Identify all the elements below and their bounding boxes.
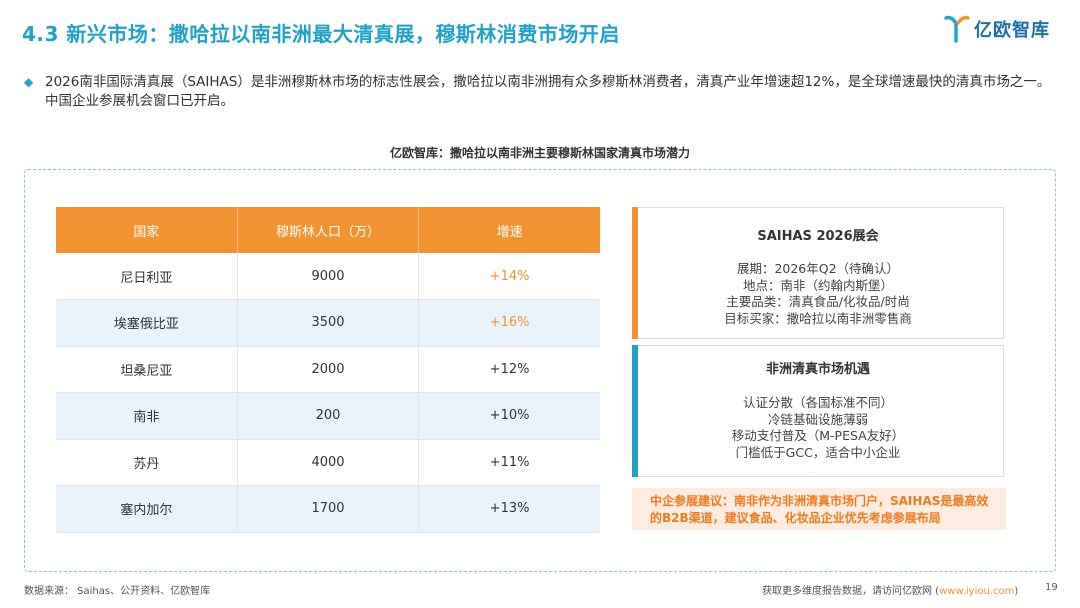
intro-paragraph: ◆ 2026南非国际清真展（SAIHAS）是非洲穆斯林市场的标志性展会，撒哈拉以…	[24, 73, 1054, 111]
footer-note: 获取更多维度报告数据，请访问亿欧网 (www.iyiou.com)	[762, 582, 1018, 597]
diamond-bullet-icon: ◆	[24, 75, 34, 89]
page-title: 4.3 新兴市场：撒哈拉以南非洲最大清真展，穆斯林消费市场开启	[22, 22, 620, 46]
opportunity-line: 移动支付普及（M-PESA友好）	[731, 428, 905, 443]
opportunity-card-accent-bar	[632, 345, 638, 477]
table-row: 南非 200 +10%	[56, 392, 600, 440]
expo-card: SAIHAS 2026展会 展期：2026年Q2（待确认） 地点：南非（约翰内斯…	[632, 207, 1004, 339]
cell-country: 南非	[56, 392, 238, 440]
logo-text: 亿欧智库	[974, 20, 1050, 41]
advice-box: 中企参展建议：南非作为非洲清真市场门户，SAIHAS是最高效的B2B渠道，建议食…	[632, 488, 1006, 530]
market-table: 国家 穆斯林人口（万） 增速 尼日利亚 9000 +14% 埃塞俄比亚 3500…	[56, 207, 600, 533]
cell-country: 坦桑尼亚	[56, 346, 238, 393]
expo-card-lines: 展期：2026年Q2（待确认） 地点：南非（约翰内斯堡） 主要品类：清真食品/化…	[633, 261, 1003, 327]
opportunity-card-title: 非洲清真市场机遇	[765, 362, 870, 377]
footer-note-text: 获取更多维度报告数据，请访问亿欧网 (	[762, 586, 940, 597]
logo: 亿欧智库	[944, 14, 1050, 44]
expo-line: 目标买家：撒哈拉以南非洲零售商	[724, 310, 912, 326]
cell-growth: +12%	[418, 346, 600, 393]
data-source: 数据来源： Saihas、公开资料、亿欧智库	[24, 586, 211, 597]
cell-country: 塞内加尔	[56, 485, 238, 533]
cell-population: 1700	[237, 485, 420, 533]
cell-growth: +11%	[418, 439, 600, 486]
expo-card-accent-bar	[632, 207, 638, 339]
table-row: 苏丹 4000 +11%	[56, 439, 600, 486]
header-growth: 增速	[418, 207, 600, 253]
opportunity-card: 非洲清真市场机遇 认证分散（各国标准不同） 冷链基础设施薄弱 移动支付普及（M-…	[632, 345, 1004, 477]
expo-line: 展期：2026年Q2（待确认）	[736, 261, 900, 276]
opportunity-card-lines: 认证分散（各国标准不同） 冷链基础设施薄弱 移动支付普及（M-PESA友好） 门…	[633, 395, 1003, 461]
expo-line: 主要品类：清真食品/化妆品/时尚	[726, 294, 910, 309]
cell-population: 2000	[237, 346, 420, 393]
table-row: 埃塞俄比亚 3500 +16%	[56, 299, 600, 347]
opportunity-line: 认证分散（各国标准不同）	[742, 395, 893, 410]
opportunity-line: 门槛低于GCC，适合中小企业	[735, 444, 901, 460]
expo-card-title: SAIHAS 2026展会	[757, 229, 879, 244]
header-population: 穆斯林人口（万）	[237, 207, 420, 253]
logo-icon	[944, 14, 970, 44]
table-header-row: 国家 穆斯林人口（万） 增速	[56, 207, 600, 253]
opportunity-line: 冷链基础设施薄弱	[767, 411, 868, 427]
cell-growth: +14%	[418, 253, 600, 300]
cell-growth: +13%	[418, 485, 600, 533]
chart-title: 亿欧智库：撒哈拉以南非洲主要穆斯林国家清真市场潜力	[389, 146, 690, 160]
intro-text: 2026南非国际清真展（SAIHAS）是非洲穆斯林市场的标志性展会，撒哈拉以南非…	[45, 74, 1051, 109]
cell-country: 苏丹	[56, 439, 238, 486]
cell-growth: +10%	[418, 392, 600, 440]
expo-line: 地点：南非（约翰内斯堡）	[742, 277, 893, 293]
footer-note-end: )	[1014, 586, 1019, 597]
header-country: 国家	[56, 207, 238, 253]
cell-country: 埃塞俄比亚	[56, 299, 238, 347]
cell-population: 200	[237, 392, 420, 440]
content-panel	[24, 169, 1056, 572]
table-row: 坦桑尼亚 2000 +12%	[56, 346, 600, 393]
cell-population: 4000	[237, 439, 420, 486]
cell-population: 9000	[237, 253, 420, 300]
table-row: 尼日利亚 9000 +14%	[56, 253, 600, 300]
page-number: 19	[1045, 582, 1058, 593]
table-row: 塞内加尔 1700 +13%	[56, 485, 600, 533]
footer-link[interactable]: www.iyiou.com	[939, 586, 1015, 597]
cell-country: 尼日利亚	[56, 253, 238, 300]
cell-population: 3500	[237, 299, 420, 347]
cell-growth: +16%	[418, 299, 600, 347]
